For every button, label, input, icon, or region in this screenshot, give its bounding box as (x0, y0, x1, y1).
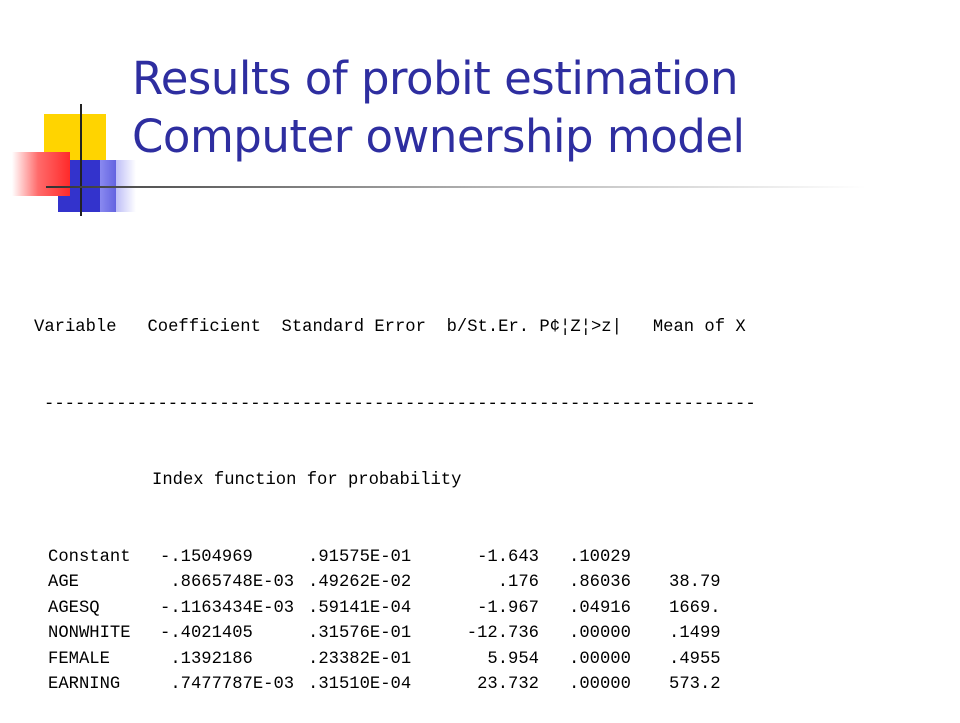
std-error-cell: .23382E-01 (308, 649, 412, 669)
mean-x-cell: 38.79 (669, 573, 721, 592)
std-error-cell: .49262E-02 (308, 573, 412, 592)
p-value-cell: .00000 (569, 675, 631, 694)
p-value-cell: .00000 (569, 649, 631, 669)
decorative-vertical-line (80, 104, 82, 216)
decorative-horizontal-line (46, 186, 866, 188)
variable-cell: AGESQ (48, 598, 100, 618)
slide-title: Results of probit estimation Computer ow… (132, 50, 745, 166)
mean-x-cell: .1499 (669, 624, 721, 643)
table-row: AGESQ -.1163434E-03 .59141E-04 -1.967 .04916… (34, 596, 756, 622)
table-row: EARNING .7477787E-03 .31510E-04 23.732 .0000… (34, 672, 756, 698)
output-section-label: Index function for probability (152, 471, 462, 490)
z-stat-cell: -12.736 (466, 624, 539, 643)
mean-x-cell: 1669. (669, 598, 721, 618)
variable-cell: NONWHITE (48, 624, 131, 643)
p-value-cell: .04916 (569, 598, 631, 618)
p-value-cell: .00000 (569, 624, 631, 643)
mean-x-cell: .4955 (669, 649, 721, 669)
table-row: FEMALE .1392186 .23382E-01 5.954 .00000 .4955 (34, 647, 756, 673)
table-row: NONWHITE -.4021405 .31576E-01 -12.736 .00000… (34, 621, 756, 647)
variable-cell: Constant (48, 547, 131, 567)
coefficient-cell: .8665748E-03 (170, 573, 295, 592)
variable-cell: FEMALE (48, 649, 110, 669)
std-error-cell: .59141E-04 (308, 598, 412, 618)
table-row: Constant -.1504969 .91575E-01 -1.643 .10029 (34, 545, 756, 571)
z-stat-cell: 5.954 (487, 649, 539, 669)
output-rows: Constant -.1504969 .91575E-01 -1.643 .10029 A… (34, 545, 756, 698)
coefficient-cell: -.1504969 (160, 547, 253, 567)
p-value-cell: .10029 (569, 547, 631, 567)
slide-title-line-1: Results of probit estimation (132, 52, 738, 105)
table-row: AGE .8665748E-03 .49262E-02 .176 .86036 38.79 (34, 570, 756, 596)
decorative-red-square (12, 152, 70, 196)
coefficient-cell: .7477787E-03 (170, 675, 295, 694)
std-error-cell: .31510E-04 (308, 675, 412, 694)
z-stat-cell: .176 (497, 573, 539, 592)
p-value-cell: .86036 (569, 573, 631, 592)
estimation-output: Variable Coefficient Standard Error b/St… (34, 264, 756, 723)
output-separator: ----------------------------------------… (44, 394, 756, 414)
variable-cell: EARNING (48, 675, 121, 694)
std-error-cell: .91575E-01 (308, 547, 412, 567)
coefficient-cell: .1392186 (170, 649, 253, 669)
z-stat-cell: -1.967 (477, 598, 539, 618)
z-stat-cell: 23.732 (477, 675, 539, 694)
std-error-cell: .31576E-01 (308, 624, 412, 643)
variable-cell: AGE (48, 573, 79, 592)
output-header: Variable Coefficient Standard Error b/St… (34, 318, 746, 337)
z-stat-cell: -1.643 (477, 547, 539, 567)
slide-title-line-2: Computer ownership model (132, 110, 745, 163)
mean-x-cell: 573.2 (669, 675, 721, 694)
coefficient-cell: -.4021405 (160, 624, 253, 643)
coefficient-cell: -.1163434E-03 (160, 598, 295, 618)
